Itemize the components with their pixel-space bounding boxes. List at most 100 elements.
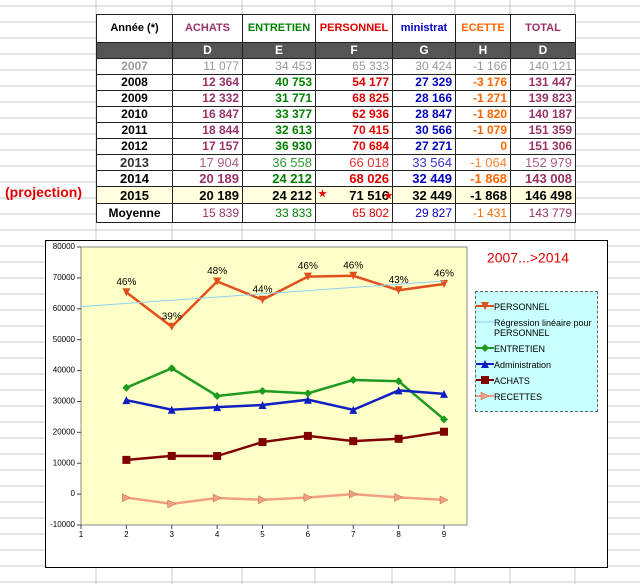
table-row: 2012 17 157 36 930 70 684 27 271 0 151 306 [96,138,576,155]
data-point [258,438,267,447]
annotation: 43% [389,275,409,286]
annotation: 46% [434,269,454,280]
legend-item: PERSONNEL [476,301,597,312]
table-cell: 16 847 [172,106,243,123]
table-cell: Moyenne [96,203,173,223]
data-point [394,286,403,295]
table-cell: 65 333 [315,58,393,75]
annotation: 39% [162,311,182,322]
table-cell: 65 802 [315,203,393,223]
y-tick-label: 20000 [53,427,76,436]
table-cell: 24 212 [242,170,316,187]
data-point [258,495,268,505]
table-cell: 18 844 [172,122,243,139]
legend-label: ENTRETIEN [494,344,546,354]
table-cell: 17 904 [172,154,243,171]
data-point [122,396,131,405]
header-cell: ENTRETIEN [242,14,316,43]
table-cell: 68 825 [315,90,393,107]
y-tick-label: 30000 [53,397,76,406]
header-cell: PERSONNEL [315,14,393,43]
legend-label: RECETTES [494,392,543,402]
data-point [439,495,449,505]
table-row: Moyenne 15 839 33 833 65 802 29 827 -1 431 143… [96,203,576,223]
data-point [303,272,312,281]
table-cell: 146 498 [510,186,576,204]
table-cell: 70 415 [315,122,393,139]
data-point [167,364,176,373]
series-line [80,280,445,308]
table-cell: 2012 [96,138,173,155]
table-cell: 151 359 [510,122,576,139]
annotation: 48% [207,266,227,277]
table-cell: 20 189 [172,186,243,204]
legend-swatch [476,321,494,323]
table-cell: 33 377 [242,106,316,123]
legend-swatch [476,391,494,401]
table-cell: 28 847 [392,106,456,123]
table-cell: -1 166 [455,58,511,75]
table-cell: 30 424 [392,58,456,75]
data-point [303,389,312,398]
legend-marker [481,376,489,384]
series-line [126,430,445,462]
table-cell: 68 026 [315,170,393,187]
series-line [125,274,445,329]
table-row: 2010 16 847 33 377 62 936 28 847 -1 820 140 18… [96,106,576,123]
data-point [122,455,131,464]
table-cell: 33 833 [242,203,316,223]
table-cell: 40 753 [242,74,316,91]
legend-marker [481,344,489,352]
data-point [440,389,448,398]
y-tick-label: 40000 [53,366,76,375]
data-point [394,492,404,502]
table-cell: 32 449 [392,170,456,187]
x-tick-label: 8 [396,530,401,539]
table-cell: 140 187 [510,106,576,123]
table-cell: -1 064 [455,154,511,171]
table-cell: 31 771 [242,90,316,107]
table-cell: 0 [455,138,511,155]
table-cell: -1 079 [455,122,511,139]
data-point [258,401,267,410]
data-point [258,387,267,396]
letter-cell: D [172,42,243,59]
data-point [349,489,358,499]
table-cell: 12 364 [172,74,243,91]
legend-item: RECETTES [476,391,597,402]
annotation: 44% [252,284,272,295]
table-cell: 2009 [96,90,173,107]
table-cell: 33 564 [392,154,456,171]
legend-label: ACHATS [494,376,530,386]
letter-cell: D [510,42,576,59]
x-tick-label: 2 [124,530,129,539]
legend-marker [481,302,489,310]
table-cell: 140 121 [510,58,576,75]
legend-item: ENTRETIEN [476,343,597,354]
data-point [258,295,267,304]
table-cell: -1 271 [455,90,511,107]
annotation: 46% [343,260,363,271]
letter-cell: H [455,42,511,59]
table-row: 2008 12 364 40 753 54 177 27 329 -3 176 131 44… [96,74,576,91]
data-point [213,403,222,412]
letter-cell [96,42,173,59]
x-tick-label: 7 [351,530,356,539]
table-cell: 11 077 [172,58,243,75]
table-cell: 27 329 [392,74,456,91]
x-tick-label: 9 [442,530,447,539]
header-row: Année (*) ACHATS ENTRETIEN PERSONNEL ministr… [96,14,576,43]
table-cell: 28 166 [392,90,456,107]
x-tick-label: 3 [170,530,175,539]
table-cell: 30 566 [392,122,456,139]
table-cell: 152 979 [510,154,576,171]
data-point [122,383,131,392]
data-point [394,377,403,386]
legend-swatch [476,376,494,384]
data-point [213,391,222,400]
header-cell: ECETTE [455,14,511,43]
series-line [125,366,445,421]
header-cell: Année (*) [96,14,173,43]
legend-label: PERSONNEL [494,302,550,312]
y-tick-label: 0 [71,489,76,498]
